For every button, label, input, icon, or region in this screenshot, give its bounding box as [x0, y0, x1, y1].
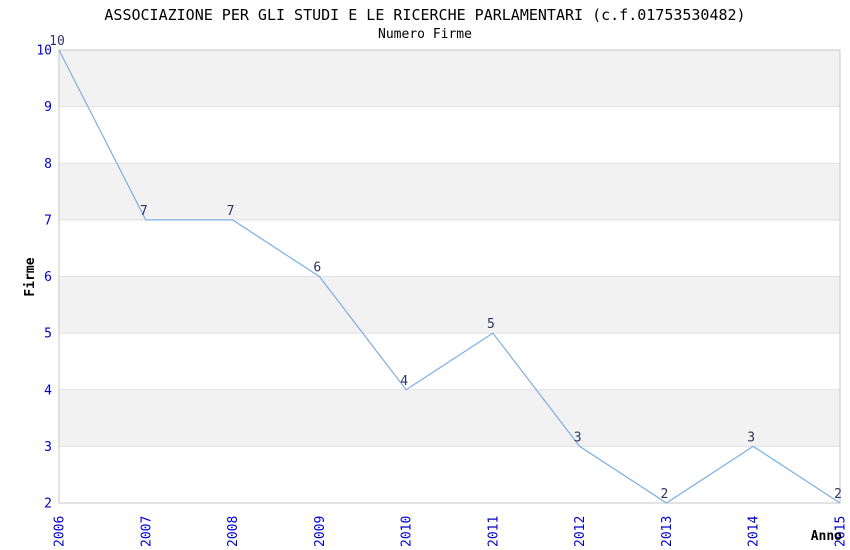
x-tick-label: 2012	[573, 516, 588, 547]
y-tick-label: 5	[44, 327, 52, 342]
x-tick-label: 2010	[400, 516, 415, 547]
grid-band	[59, 389, 840, 447]
chart-title: ASSOCIAZIONE PER GLI STUDI E LE RICERCHE…	[104, 6, 746, 24]
grid-band	[59, 163, 840, 220]
point-label: 10	[49, 34, 65, 49]
grid-band	[59, 50, 840, 107]
grid-band	[59, 276, 840, 334]
plot-border	[58, 49, 841, 504]
y-tick-label: 3	[44, 440, 52, 455]
y-tick-label: 6	[44, 270, 52, 285]
chart-subtitle: Numero Firme	[378, 27, 472, 42]
series-line	[58, 49, 841, 504]
point-label: 2	[834, 487, 842, 502]
y-tick-label: 2	[44, 497, 52, 512]
point-label: 7	[140, 204, 148, 219]
point-label: 6	[313, 261, 321, 276]
y-tick-label: 8	[44, 157, 52, 172]
y-tick-label: 9	[44, 100, 52, 115]
point-label: 2	[661, 487, 669, 502]
x-tick-label: 2007	[139, 516, 154, 547]
x-tick-label: 2009	[313, 516, 328, 547]
point-label: 7	[227, 204, 235, 219]
y-tick-label: 10	[36, 44, 52, 59]
x-tick-label: 2014	[747, 516, 762, 547]
point-label: 3	[574, 430, 582, 445]
x-tick-label: 2013	[660, 516, 675, 547]
point-label: 4	[400, 374, 408, 389]
y-tick-label: 4	[44, 383, 52, 398]
x-tick-label: 2006	[53, 516, 68, 547]
y-axis-label: Firme	[23, 257, 38, 296]
x-tick-label: 2015	[834, 516, 849, 547]
x-tick-label: 2011	[486, 516, 501, 547]
point-label: 5	[487, 317, 495, 332]
x-axis-label: Anno	[811, 529, 842, 544]
y-tick-label: 7	[44, 213, 52, 228]
point-label: 3	[747, 430, 755, 445]
x-tick-label: 2008	[226, 516, 241, 547]
